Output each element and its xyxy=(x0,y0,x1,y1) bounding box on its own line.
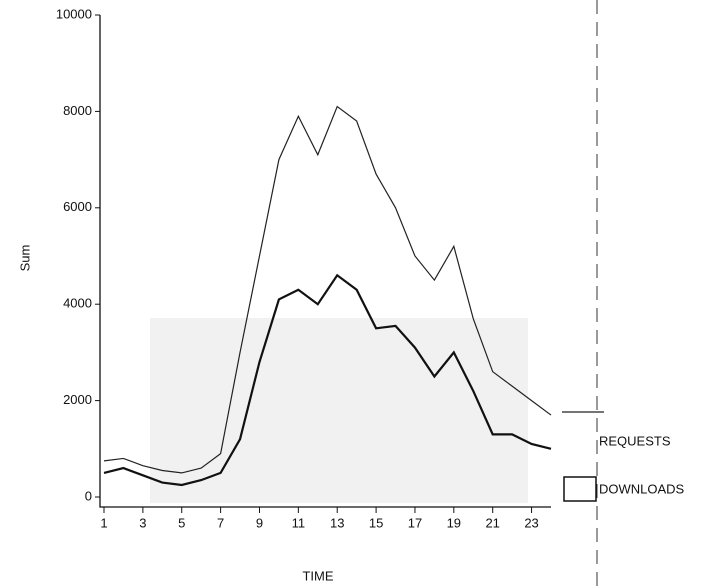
watermark-shade xyxy=(150,318,528,503)
y-tick-label: 8000 xyxy=(63,103,92,118)
legend-label: DOWNLOADS xyxy=(599,481,685,496)
x-tick-label: 15 xyxy=(369,515,383,530)
y-tick-label: 4000 xyxy=(63,296,92,311)
x-tick-label: 23 xyxy=(524,515,538,530)
x-tick-label: 1 xyxy=(100,515,107,530)
x-tick-label: 11 xyxy=(292,515,306,530)
axis-line xyxy=(99,15,551,508)
y-tick-label: 6000 xyxy=(63,199,92,214)
series-line xyxy=(103,105,552,474)
x-tick-label: 3 xyxy=(139,515,146,530)
legend: REQUESTS DOWNLOADS xyxy=(562,411,685,502)
series-line xyxy=(103,273,552,487)
legend-label: REQUESTS xyxy=(599,433,671,448)
x-tick-label: 17 xyxy=(408,515,422,530)
x-tick-label: 13 xyxy=(330,515,344,530)
y-tick-label: 10000 xyxy=(56,6,92,21)
x-tick-label: 9 xyxy=(256,515,263,530)
x-tick-label: 7 xyxy=(217,515,224,530)
y-axis-label: Sum xyxy=(17,245,32,272)
x-axis-label: TIME xyxy=(302,568,333,583)
x-tick-label: 21 xyxy=(485,515,499,530)
x-tick-label: 19 xyxy=(447,515,461,530)
legend-swatch xyxy=(563,476,597,502)
x-tick-label: 5 xyxy=(178,515,185,530)
y-tick-label: 0 xyxy=(85,488,92,503)
y-tick-label: 2000 xyxy=(63,392,92,407)
